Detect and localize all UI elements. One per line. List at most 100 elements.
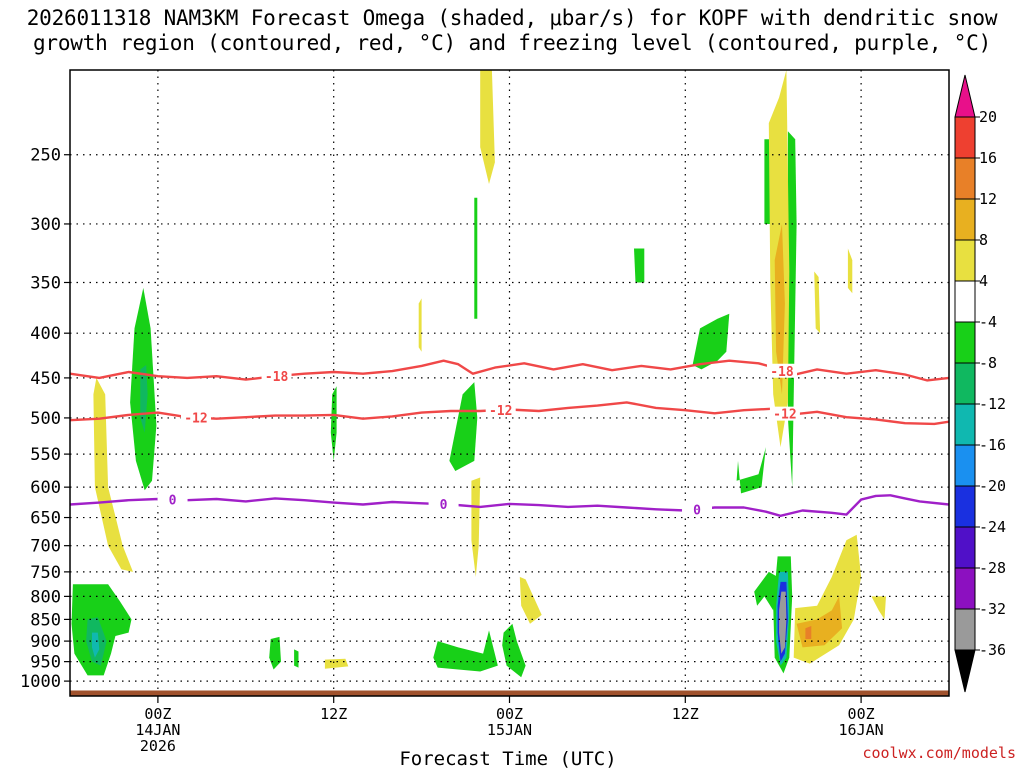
colorbar-cell-7 — [954, 362, 976, 405]
contour-label-0-1: -18 — [770, 365, 794, 380]
y-tick-label-800: 800 — [30, 587, 61, 607]
omega-region-15 — [519, 576, 542, 624]
omega-region-8 — [324, 658, 349, 669]
omega-region-19 — [692, 313, 730, 370]
contour-label-2-1: 0 — [440, 498, 448, 513]
omega-region-10 — [418, 298, 422, 352]
colorbar-label-6: -8 — [979, 354, 997, 372]
omega-region-6 — [269, 636, 281, 670]
colorbar-label-8: -16 — [979, 436, 1006, 454]
omega-region-16 — [433, 630, 498, 672]
colorbar-label-0: 20 — [979, 108, 997, 126]
omega-region-9 — [330, 386, 337, 461]
colorbar-cell-13 — [954, 608, 976, 651]
colorbar-cell-5 — [954, 280, 976, 323]
y-tick-label-850: 850 — [30, 610, 61, 630]
omega-region-32 — [805, 626, 812, 639]
x-tick-label-6-1: 14JAN — [135, 721, 180, 739]
chart-title-line1: 2026011318 NAM3KM Forecast Omega (shaded… — [26, 6, 998, 30]
chart-title-line2: growth region (contoured, red, °C) and f… — [32, 31, 992, 55]
omega-region-5 — [92, 632, 100, 658]
omega-region-0 — [93, 377, 133, 572]
colorbar-label-4: 4 — [979, 272, 988, 290]
colorbar-label-10: -24 — [979, 518, 1006, 536]
omega-region-35 — [847, 248, 853, 294]
y-tick-label-450: 450 — [30, 369, 61, 389]
y-tick-label-1000: 1000 — [20, 672, 61, 692]
x-tick-label-54-0: 00Z — [848, 705, 875, 723]
colorbar-label-1: 16 — [979, 149, 997, 167]
y-tick-label-900: 900 — [30, 632, 61, 652]
y-tick-label-600: 600 — [30, 478, 61, 498]
contour-label-bg-2-0 — [157, 492, 188, 507]
contour-label-bg-1-1 — [485, 402, 516, 417]
colorbar-cell-8 — [954, 403, 976, 446]
contour-label-bg-2-2 — [682, 502, 713, 517]
omega-region-2 — [140, 365, 148, 433]
colorbar-label-12: -32 — [979, 600, 1006, 618]
omega-region-11 — [449, 382, 478, 471]
contour-line-2 — [70, 494, 949, 517]
colorbar-cell-2 — [954, 157, 976, 200]
colorbar-cell-1 — [954, 116, 976, 159]
colorbar-label-11: -28 — [979, 559, 1006, 577]
omega-region-12 — [474, 197, 478, 319]
y-tick-label-250: 250 — [30, 146, 61, 166]
omega-region-13 — [480, 70, 495, 184]
colorbar-cell-3 — [954, 198, 976, 241]
x-tick-label-6-0: 00Z — [144, 705, 171, 723]
colorbar-label-13: -36 — [979, 641, 1006, 659]
omega-region-7 — [294, 649, 299, 668]
omega-region-17 — [502, 623, 526, 678]
y-tick-label-950: 950 — [30, 653, 61, 673]
colorbar-top-triangle — [954, 74, 976, 118]
y-tick-label-700: 700 — [30, 537, 61, 557]
credit-text: coolwx.com/models — [862, 744, 1016, 762]
contour-label-bg-1-2 — [769, 406, 800, 421]
colorbar-cell-12 — [954, 567, 976, 610]
x-tick-label-30-1: 15JAN — [487, 721, 532, 739]
x-axis-label: Forecast Time (UTC) — [399, 748, 616, 768]
y-tick-label-650: 650 — [30, 509, 61, 529]
contour-label-1-1: -12 — [489, 404, 512, 419]
contour-line-1 — [70, 401, 949, 426]
colorbar-bottom-triangle — [954, 649, 976, 693]
colorbar-cell-9 — [954, 444, 976, 487]
contour-label-bg-0-1 — [766, 363, 797, 378]
colorbar: 20 16 12 8 4 -4 -8 -12 -16 -20 -24 -28 -32 -36 — [954, 74, 1006, 693]
colorbar-label-9: -20 — [979, 477, 1006, 495]
omega-region-20 — [736, 447, 766, 494]
colorbar-cell-4 — [954, 239, 976, 282]
contour-line-0 — [70, 359, 949, 382]
colorbar-label-2: 12 — [979, 190, 997, 208]
colorbar-cell-6 — [954, 321, 976, 364]
colorbar-label-7: -12 — [979, 395, 1006, 413]
omega-region-21 — [754, 571, 778, 611]
contour-label-0-0: -18 — [265, 370, 289, 385]
omega-region-29 — [779, 591, 787, 654]
colorbar-cell-10 — [954, 485, 976, 528]
omega-region-14 — [471, 477, 481, 577]
contour-label-bg-1-0 — [180, 410, 211, 425]
contour-label-2-0: 0 — [169, 494, 177, 509]
y-tick-label-400: 400 — [30, 324, 61, 344]
x-tick-label-30-0: 00Z — [496, 705, 523, 723]
terrain-band — [70, 690, 949, 696]
contour-label-bg-0-0 — [261, 369, 292, 384]
omega-region-34 — [871, 596, 886, 620]
contour-label-1-2: -12 — [773, 408, 796, 423]
colorbar-label-3: 8 — [979, 231, 988, 249]
x-tick-label-18-0: 12Z — [320, 705, 347, 723]
omega-region-18 — [634, 248, 645, 283]
x-tick-label-6-2: 2026 — [140, 737, 176, 755]
omega-region-25 — [774, 224, 785, 395]
y-tick-label-500: 500 — [30, 409, 61, 429]
omega-region-33 — [814, 271, 821, 334]
omega-region-23 — [787, 131, 797, 488]
contour-label-1-0: -12 — [184, 412, 207, 427]
x-tick-label-54-1: 16JAN — [839, 721, 884, 739]
y-tick-label-550: 550 — [30, 445, 61, 465]
colorbar-cell-11 — [954, 526, 976, 569]
contour-label-2-2: 0 — [693, 503, 701, 518]
